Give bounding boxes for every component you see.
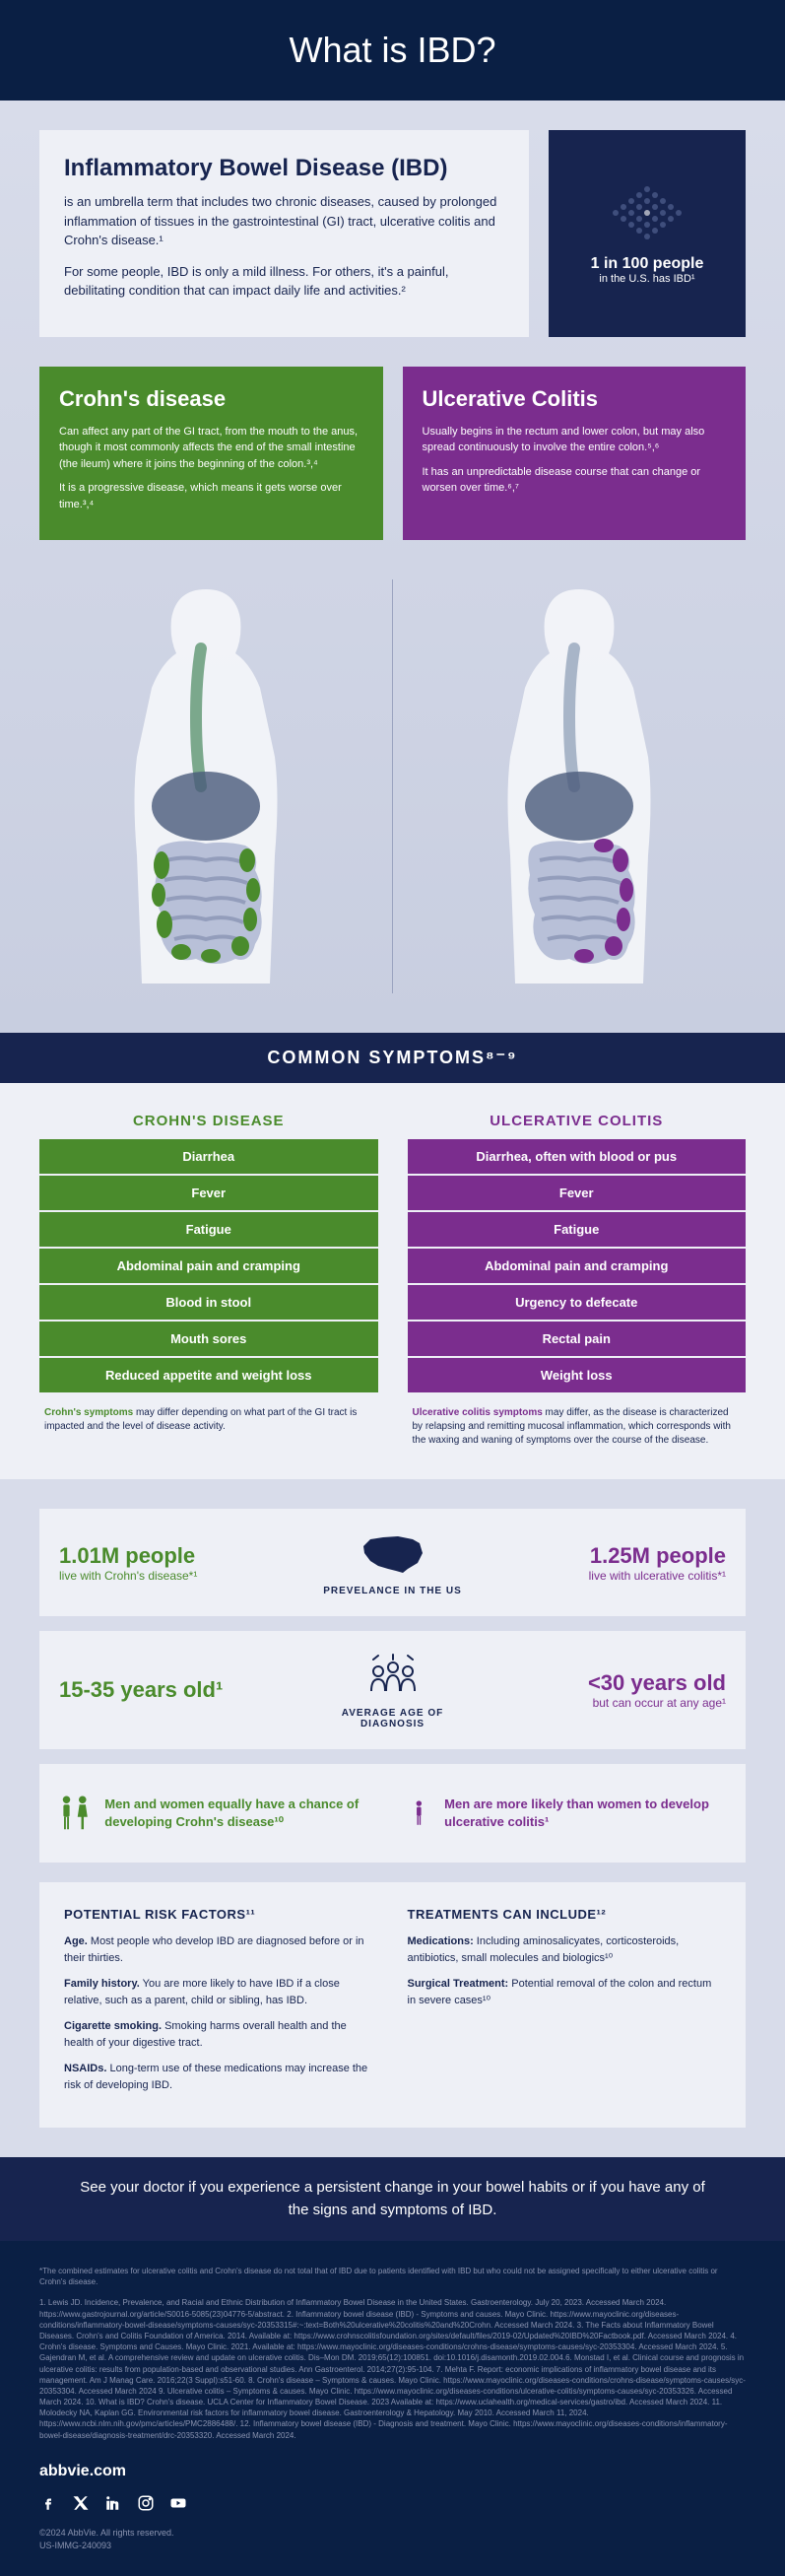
- footer-note: *The combined estimates for ulcerative c…: [39, 2266, 746, 2287]
- crohns-gender: Men and women equally have a chance of d…: [59, 1784, 378, 1843]
- crohns-body-diagram: [39, 579, 372, 993]
- people-grid-icon: [598, 181, 696, 240]
- crohns-symptom-item: Reduced appetite and weight loss: [39, 1358, 378, 1392]
- uc-text-1: Usually begins in the rectum and lower c…: [423, 424, 727, 456]
- treatment-item: Surgical Treatment: Potential removal of…: [408, 1976, 722, 2008]
- footer-refs: 1. Lewis JD. Incidence, Prevalence, and …: [39, 2297, 746, 2440]
- page-title: What is IBD?: [0, 0, 785, 101]
- footer: *The combined estimates for ulcerative c…: [0, 2241, 785, 2576]
- risk-item: Age. Most people who develop IBD are dia…: [64, 1933, 378, 1966]
- footer-legal-2: US-IMMG-240093: [39, 2540, 746, 2552]
- linkedin-icon[interactable]: [104, 2494, 122, 2512]
- facebook-icon[interactable]: [39, 2494, 57, 2512]
- treatment-item: Medications: Including aminosalicyates, …: [408, 1933, 722, 1966]
- stat-box: 1 in 100 people in the U.S. has IBD¹: [549, 130, 746, 337]
- uc-note: Ulcerative colitis symptoms may differ, …: [408, 1394, 747, 1459]
- treatments-title: TREATMENTS CAN INCLUDE¹²: [408, 1907, 722, 1922]
- crohns-symptom-item: Mouth sores: [39, 1322, 378, 1356]
- intro-row: Inflammatory Bowel Disease (IBD) is an u…: [39, 130, 746, 337]
- uc-symptom-item: Urgency to defecate: [408, 1285, 747, 1320]
- uc-symptom-item: Abdominal pain and cramping: [408, 1249, 747, 1283]
- crohns-text-1: Can affect any part of the GI tract, fro…: [59, 424, 363, 473]
- stats-section: 1.01M people live with Crohn's disease*¹…: [0, 1479, 785, 2157]
- uc-prevalence: 1.25M people: [472, 1543, 727, 1569]
- crohns-text-2: It is a progressive disease, which means…: [59, 480, 363, 512]
- uc-age: <30 years old: [472, 1670, 727, 1696]
- info-row: POTENTIAL RISK FACTORS¹¹ Age. Most peopl…: [39, 1882, 746, 2128]
- male-female-icon: [59, 1784, 90, 1843]
- people-group-icon: [314, 1651, 472, 1700]
- uc-title: Ulcerative Colitis: [423, 386, 727, 412]
- youtube-icon[interactable]: [169, 2494, 187, 2512]
- crohns-title: Crohn's disease: [59, 386, 363, 412]
- risk-factors-col: POTENTIAL RISK FACTORS¹¹ Age. Most peopl…: [64, 1907, 378, 2103]
- uc-symptom-item: Fatigue: [408, 1212, 747, 1247]
- body-diagram-row: [39, 560, 746, 1033]
- risk-item: Cigarette smoking. Smoking harms overall…: [64, 2018, 378, 2051]
- x-twitter-icon[interactable]: [72, 2494, 90, 2512]
- intro-box: Inflammatory Bowel Disease (IBD) is an u…: [39, 130, 529, 337]
- uc-box: Ulcerative Colitis Usually begins in the…: [403, 367, 747, 541]
- gender-row: Men and women equally have a chance of d…: [39, 1764, 746, 1863]
- uc-gender-text: Men are more likely than women to develo…: [444, 1796, 726, 1831]
- uc-gender: Men are more likely than women to develo…: [408, 1784, 727, 1843]
- crohns-symptoms-title: CROHN'S DISEASE: [39, 1103, 378, 1139]
- crohns-symptom-item: Diarrhea: [39, 1139, 378, 1174]
- crohns-prevalence-sub: live with Crohn's disease*¹: [59, 1569, 314, 1583]
- crohns-symptom-item: Abdominal pain and cramping: [39, 1249, 378, 1283]
- intro-title: Inflammatory Bowel Disease (IBD): [64, 155, 504, 182]
- uc-symptoms-title: ULCERATIVE COLITIS: [408, 1103, 747, 1139]
- body-silhouette-uc-icon: [441, 579, 717, 993]
- risk-title: POTENTIAL RISK FACTORS¹¹: [64, 1907, 378, 1922]
- uc-symptom-item: Weight loss: [408, 1358, 747, 1392]
- cta-bar: See your doctor if you experience a pers…: [0, 2157, 785, 2241]
- uc-age-sub: but can occur at any age¹: [472, 1696, 727, 1710]
- treatments-col: TREATMENTS CAN INCLUDE¹² Medications: In…: [408, 1907, 722, 2103]
- uc-text-2: It has an unpredictable disease course t…: [423, 464, 727, 497]
- crohns-symptom-item: Blood in stool: [39, 1285, 378, 1320]
- crohns-gender-text: Men and women equally have a chance of d…: [104, 1796, 377, 1831]
- crohns-age: 15-35 years old¹: [59, 1677, 314, 1703]
- footer-brand: abbvie.com: [39, 2461, 746, 2482]
- us-map-icon: [314, 1528, 472, 1578]
- crohns-symptoms-col: CROHN'S DISEASE DiarrheaFeverFatigueAbdo…: [39, 1103, 378, 1459]
- uc-symptoms-col: ULCERATIVE COLITIS Diarrhea, often with …: [408, 1103, 747, 1459]
- male-icon: [408, 1784, 430, 1843]
- prevalence-row: 1.01M people live with Crohn's disease*¹…: [39, 1509, 746, 1616]
- body-divider: [392, 579, 393, 993]
- crohns-prevalence: 1.01M people: [59, 1543, 314, 1569]
- intro-text-2: For some people, IBD is only a mild illn…: [64, 262, 504, 301]
- crohns-symptom-item: Fatigue: [39, 1212, 378, 1247]
- stat-main: 1 in 100 people: [591, 255, 704, 273]
- uc-prevalence-sub: live with ulcerative colitis*¹: [472, 1569, 727, 1583]
- uc-body-diagram: [413, 579, 746, 993]
- disease-row: Crohn's disease Can affect any part of t…: [39, 367, 746, 541]
- prevalence-label: PREVELANCE IN THE US: [314, 1586, 472, 1596]
- instagram-icon[interactable]: [137, 2494, 155, 2512]
- symptoms-content: CROHN'S DISEASE DiarrheaFeverFatigueAbdo…: [0, 1083, 785, 1479]
- uc-symptom-item: Rectal pain: [408, 1322, 747, 1356]
- footer-social: [39, 2494, 746, 2512]
- crohns-box: Crohn's disease Can affect any part of t…: [39, 367, 383, 541]
- intro-text-1: is an umbrella term that includes two ch…: [64, 192, 504, 250]
- age-label: AVERAGE AGE OF DIAGNOSIS: [314, 1708, 472, 1729]
- uc-symptom-item: Fever: [408, 1176, 747, 1210]
- risk-item: NSAIDs. Long-term use of these medicatio…: [64, 2061, 378, 2093]
- crohns-note: Crohn's symptoms may differ depending on…: [39, 1394, 378, 1446]
- uc-symptom-item: Diarrhea, often with blood or pus: [408, 1139, 747, 1174]
- footer-legal-1: ©2024 AbbVie. All rights reserved.: [39, 2527, 746, 2540]
- main-content: Inflammatory Bowel Disease (IBD) is an u…: [0, 101, 785, 1033]
- symptoms-header: COMMON SYMPTOMS⁸⁻⁹: [0, 1033, 785, 1083]
- risk-item: Family history. You are more likely to h…: [64, 1976, 378, 2008]
- age-row: 15-35 years old¹ AVERAGE AGE OF DIAGNOSI…: [39, 1631, 746, 1749]
- stat-sub: in the U.S. has IBD¹: [599, 273, 694, 285]
- body-silhouette-crohns-icon: [68, 579, 344, 993]
- crohns-symptom-item: Fever: [39, 1176, 378, 1210]
